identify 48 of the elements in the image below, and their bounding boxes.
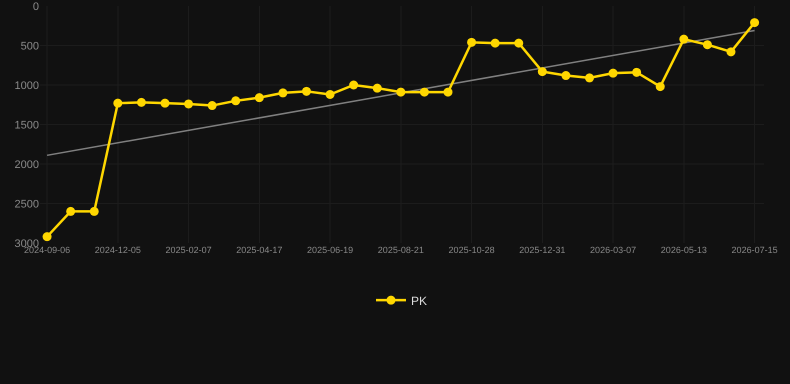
x-tick-label: 2025-10-28	[448, 245, 495, 255]
point	[679, 34, 688, 44]
point	[254, 93, 264, 102]
point	[326, 90, 335, 99]
y-tick-label: 0	[32, 0, 39, 13]
point	[160, 98, 170, 108]
x-tick-label: 2026-03-07	[590, 245, 636, 255]
x-tick-label: 2026-05-13	[660, 245, 707, 255]
point	[278, 88, 288, 98]
point	[184, 99, 194, 108]
x-tick-label: 2026-07-15	[732, 245, 778, 255]
point	[632, 68, 642, 77]
legend-label: PK	[411, 294, 428, 308]
point	[231, 96, 240, 106]
point	[113, 98, 122, 108]
x-tick-label: 2024-12-05	[94, 245, 141, 255]
point	[42, 232, 52, 242]
x-tick-label: 2025-06-19	[307, 245, 354, 255]
x-tick-label: 2025-02-07	[166, 245, 212, 255]
point	[608, 68, 618, 78]
point	[349, 80, 358, 90]
point	[514, 38, 524, 48]
point	[420, 88, 429, 97]
point	[208, 101, 217, 110]
point	[750, 18, 760, 28]
point	[726, 47, 736, 56]
point	[561, 71, 570, 80]
x-tick-label: 2025-04-17	[236, 245, 282, 255]
point	[538, 67, 547, 76]
point	[136, 98, 146, 107]
y-tick-label: 1500	[14, 119, 39, 132]
point	[467, 38, 476, 47]
point	[302, 86, 311, 96]
point	[372, 84, 382, 93]
y-tick-label: 1000	[14, 80, 39, 92]
point	[490, 38, 500, 48]
point	[656, 82, 665, 92]
point	[443, 88, 452, 97]
x-tick-label: 2025-08-21	[378, 245, 424, 255]
point	[90, 206, 99, 216]
y-tick-label: 500	[20, 40, 39, 52]
point	[66, 206, 76, 216]
point	[396, 88, 406, 97]
x-tick-label: 2025-12-31	[519, 245, 566, 255]
y-tick-label: 2000	[14, 158, 39, 171]
point	[702, 40, 712, 50]
y-tick-label: 2500	[14, 198, 39, 210]
point	[584, 73, 594, 82]
